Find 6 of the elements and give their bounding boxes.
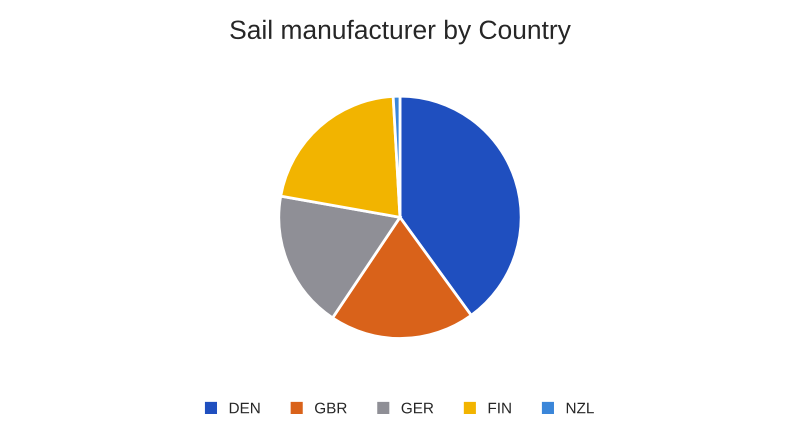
- legend-label: DEN: [230, 402, 260, 414]
- legend-label: FIN: [488, 402, 511, 414]
- chart-title: Sail manufacturer by Country: [230, 20, 571, 44]
- legend-label: NZL: [566, 402, 594, 414]
- legend-label: GER: [402, 402, 434, 414]
- legend-label: GBR: [315, 402, 347, 414]
